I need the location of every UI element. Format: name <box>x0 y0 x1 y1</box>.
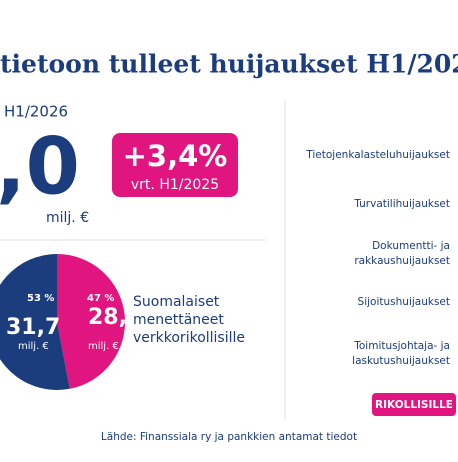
change-comparison: vrt. H1/2025 <box>131 177 219 193</box>
slice-unit: milj. € <box>18 341 49 352</box>
title: tietoon tulleet huijaukset H1/2026 <box>0 50 458 79</box>
source: Lähde: Finanssiala ry ja pankkien antama… <box>101 431 357 443</box>
change-value: +3,4% <box>123 139 228 173</box>
button-label[interactable]: RIKOLLISILLE <box>375 399 453 411</box>
category-label: Toimitusjohtaja- ja <box>353 340 450 352</box>
category-label: Dokumentti- ja <box>372 240 450 252</box>
category-label: Sijoitushuijaukset <box>358 296 450 308</box>
slice-amount: 31,7 <box>6 315 60 340</box>
total-unit: milj. € <box>46 210 89 226</box>
pie-caption: verkkorikollisille <box>133 330 245 346</box>
category-label: Turvatilihuijaukset <box>353 198 450 210</box>
total-value: ,0 <box>0 122 80 212</box>
slice-amount: 28,3 <box>88 305 142 330</box>
change-badge <box>112 133 238 197</box>
pie-caption: Suomalaiset <box>133 294 220 310</box>
pie-slice <box>57 254 125 389</box>
category-label: laskutushuijaukset <box>352 355 450 367</box>
pie-slice <box>0 254 70 390</box>
slice-percent: 47 % <box>87 293 114 304</box>
button[interactable] <box>372 393 456 416</box>
slice-percent: 53 % <box>27 293 54 304</box>
period: H1/2026 <box>4 103 68 121</box>
pie-caption: menettäneet <box>133 312 224 328</box>
category-label: rakkaushuijaukset <box>354 255 450 267</box>
category-label: Tietojenkalasteluhuijaukset <box>305 149 450 161</box>
slice-unit: milj. € <box>88 341 119 352</box>
